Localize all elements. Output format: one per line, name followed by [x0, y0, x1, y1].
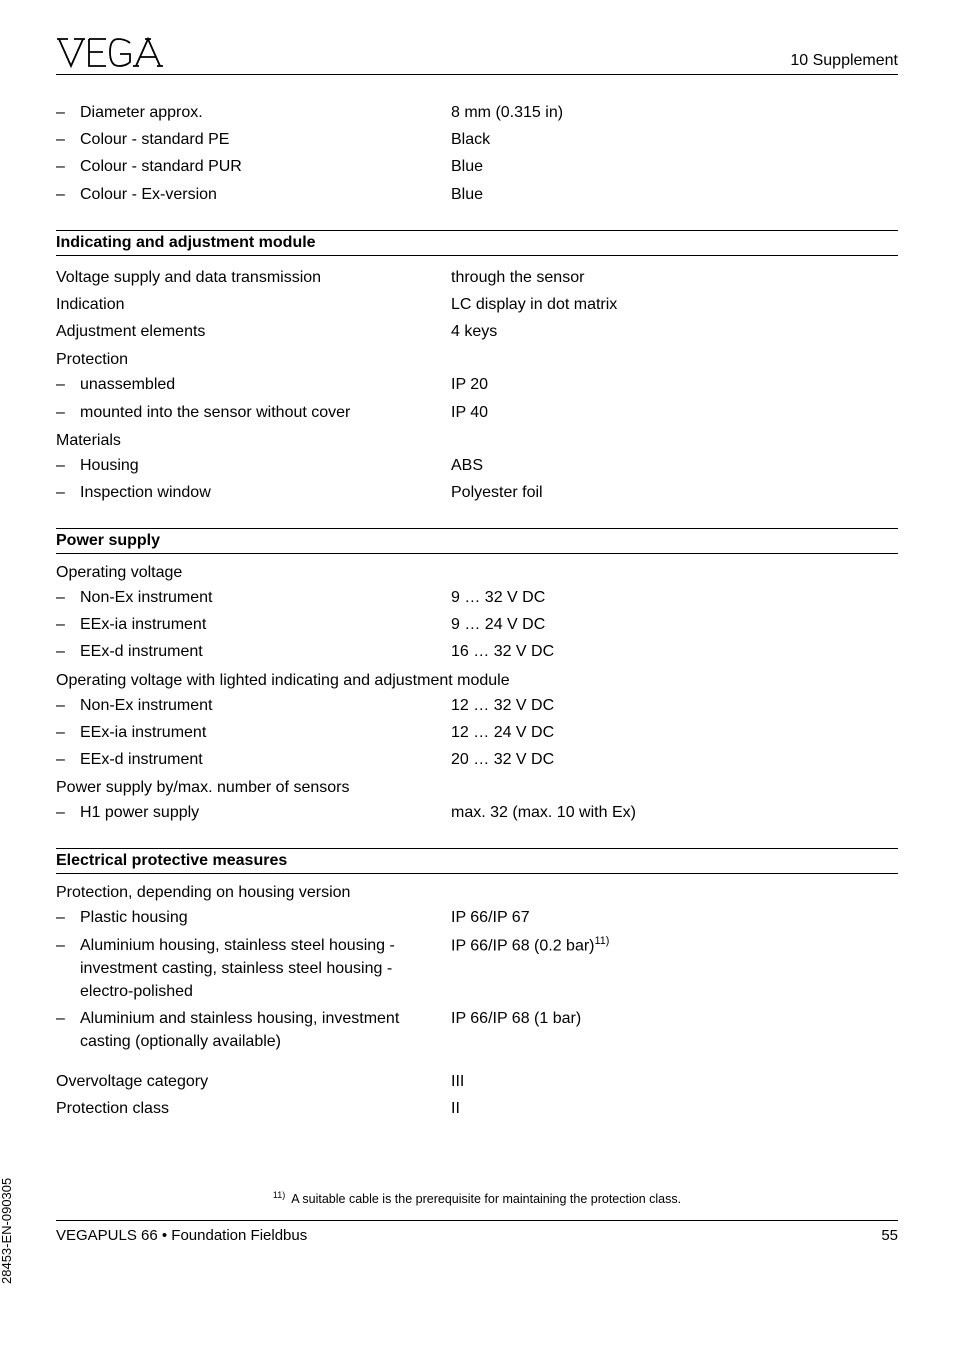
spec-value: IP 66/IP 68 (0.2 bar)11) [451, 934, 898, 1004]
sub-heading-materials: Materials [56, 432, 898, 450]
spec-value: 4 keys [451, 320, 898, 343]
header-section-label: 10 Supplement [790, 52, 898, 70]
spec-value: III [451, 1070, 898, 1093]
spec-value: 12 … 24 V DC [451, 721, 898, 744]
footer-left: VEGAPULS 66 • Foundation Fieldbus [56, 1227, 307, 1244]
spec-label: Indication [56, 293, 451, 316]
spec-value: Blue [451, 155, 898, 178]
dash: – [56, 401, 80, 424]
sub-heading-protection: Protection [56, 351, 898, 369]
spec-value: IP 66/IP 67 [451, 906, 898, 929]
dash: – [56, 748, 80, 771]
spec-label: Plastic housing [80, 906, 188, 929]
spec-label: EEx-ia instrument [80, 721, 206, 744]
spec-value: Blue [451, 183, 898, 206]
dash: – [56, 481, 80, 504]
spec-label: Inspection window [80, 481, 211, 504]
dash: – [56, 721, 80, 744]
sub-heading-op-voltage: Operating voltage [56, 564, 898, 582]
spec-label: Protection class [56, 1097, 451, 1120]
spec-label: Aluminium housing, stainless steel housi… [80, 934, 451, 1004]
spec-value: IP 66/IP 68 (1 bar) [451, 1007, 898, 1053]
page-header: 10 Supplement [56, 36, 898, 75]
spec-value: 12 … 32 V DC [451, 694, 898, 717]
sub-heading-op-voltage-lighted: Operating voltage with lighted indicatin… [56, 672, 898, 690]
sub-heading-protection-housing: Protection, depending on housing version [56, 884, 898, 902]
section-title-power: Power supply [56, 528, 898, 554]
spec-value: 16 … 32 V DC [451, 640, 898, 663]
spec-value: II [451, 1097, 898, 1120]
spec-label: Aluminium and stainless housing, investm… [80, 1007, 451, 1053]
spec-value: 20 … 32 V DC [451, 748, 898, 771]
dash: – [56, 613, 80, 636]
spec-label: Housing [80, 454, 139, 477]
spec-label: EEx-ia instrument [80, 613, 206, 636]
dash: – [56, 586, 80, 609]
dash: – [56, 1007, 80, 1030]
dash: – [56, 801, 80, 824]
spec-label: Non-Ex instrument [80, 694, 213, 717]
dash: – [56, 934, 80, 957]
dash: – [56, 694, 80, 717]
spec-label: Colour - standard PE [80, 128, 229, 151]
footnote-text: A suitable cable is the prerequisite for… [291, 1192, 681, 1206]
spec-value: IP 40 [451, 401, 898, 424]
side-doc-id: 28453-EN-090305 [0, 1178, 14, 1284]
spec-label: Colour - standard PUR [80, 155, 242, 178]
section-title-indicating: Indicating and adjustment module [56, 230, 898, 256]
spec-label: Voltage supply and data transmission [56, 266, 451, 289]
spec-label: H1 power supply [80, 801, 199, 824]
spec-label: Overvoltage category [56, 1070, 451, 1093]
spec-value: IP 20 [451, 373, 898, 396]
spec-label: Adjustment elements [56, 320, 451, 343]
vega-logo [56, 36, 166, 70]
spec-label: unassembled [80, 373, 175, 396]
footnote: 11) A suitable cable is the prerequisite … [56, 1190, 898, 1206]
footnote-number: 11) [273, 1190, 285, 1200]
dash: – [56, 101, 80, 124]
spec-label: Non-Ex instrument [80, 586, 213, 609]
spec-value: 8 mm (0.315 in) [451, 101, 898, 124]
spec-value: max. 32 (max. 10 with Ex) [451, 801, 898, 824]
spec-label: EEx-d instrument [80, 640, 203, 663]
spec-value: through the sensor [451, 266, 898, 289]
dash: – [56, 155, 80, 178]
dash: – [56, 640, 80, 663]
page-footer: VEGAPULS 66 • Foundation Fieldbus 55 [56, 1220, 898, 1244]
sub-heading-power-supply: Power supply by/max. number of sensors [56, 779, 898, 797]
top-specs-block: –Diameter approx.8 mm (0.315 in) –Colour… [56, 101, 898, 206]
spec-label: Diameter approx. [80, 101, 203, 124]
spec-value: 9 … 32 V DC [451, 586, 898, 609]
dash: – [56, 373, 80, 396]
spec-value: 9 … 24 V DC [451, 613, 898, 636]
dash: – [56, 454, 80, 477]
dash: – [56, 128, 80, 151]
section-title-electrical: Electrical protective measures [56, 848, 898, 874]
spec-label: mounted into the sensor without cover [80, 401, 350, 424]
dash: – [56, 183, 80, 206]
spec-value: Polyester foil [451, 481, 898, 504]
dash: – [56, 906, 80, 929]
spec-label: Colour - Ex-version [80, 183, 217, 206]
spec-value: LC display in dot matrix [451, 293, 898, 316]
spec-value: Black [451, 128, 898, 151]
spec-label: EEx-d instrument [80, 748, 203, 771]
footer-page-number: 55 [881, 1227, 898, 1244]
spec-value: ABS [451, 454, 898, 477]
